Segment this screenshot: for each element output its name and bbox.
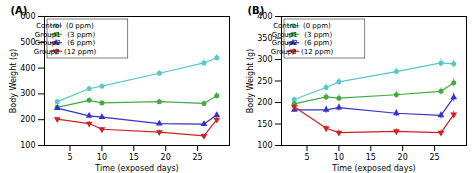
svg-text:25: 25 [430, 153, 440, 162]
svg-text:10: 10 [334, 153, 344, 162]
svg-text:Group3 (12 ppm): Group3 (12 ppm) [34, 48, 97, 56]
svg-text:15: 15 [129, 153, 139, 162]
svg-text:Time (exposed days): Time (exposed days) [94, 164, 178, 173]
svg-text:25: 25 [193, 153, 203, 162]
svg-text:Group1 (3 ppm): Group1 (3 ppm) [35, 31, 96, 39]
svg-text:Group3 (12 ppm): Group3 (12 ppm) [271, 48, 334, 56]
svg-text:(A): (A) [11, 5, 28, 16]
svg-text:250: 250 [257, 77, 272, 86]
svg-text:20: 20 [398, 153, 408, 162]
svg-text:200: 200 [20, 115, 35, 124]
svg-text:100: 100 [20, 141, 35, 150]
svg-text:15: 15 [366, 153, 376, 162]
svg-text:Group1 (3 ppm): Group1 (3 ppm) [272, 31, 333, 39]
svg-text:500: 500 [20, 38, 35, 47]
svg-text:350: 350 [257, 34, 272, 43]
svg-text:Group2 (6 ppm): Group2 (6 ppm) [35, 39, 96, 47]
svg-text:300: 300 [257, 55, 272, 64]
svg-text:Control (0 ppm): Control (0 ppm) [36, 22, 94, 30]
svg-text:Body Weight (g): Body Weight (g) [9, 49, 18, 113]
svg-text:(B): (B) [248, 5, 265, 16]
svg-text:400: 400 [257, 12, 273, 22]
svg-text:300: 300 [20, 89, 35, 98]
svg-text:5: 5 [304, 153, 309, 162]
svg-text:10: 10 [97, 153, 107, 162]
svg-text:Control (0 ppm): Control (0 ppm) [273, 22, 331, 30]
svg-text:100: 100 [257, 141, 272, 150]
svg-text:Group2 (6 ppm): Group2 (6 ppm) [272, 39, 333, 47]
svg-text:200: 200 [257, 98, 272, 107]
svg-text:Time (exposed days): Time (exposed days) [331, 164, 415, 173]
svg-text:5: 5 [67, 153, 72, 162]
svg-text:600: 600 [20, 12, 36, 22]
svg-text:20: 20 [161, 153, 171, 162]
svg-text:400: 400 [20, 64, 35, 73]
svg-text:150: 150 [257, 120, 272, 129]
svg-text:Body Weight (g): Body Weight (g) [246, 49, 255, 113]
